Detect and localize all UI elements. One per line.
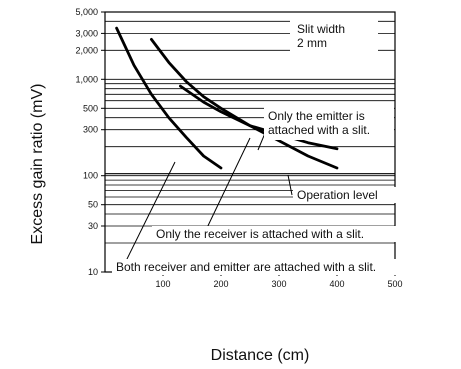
emitter-annotation: Only the emitter is attached with a slit… (264, 106, 394, 140)
tick-layer: 10 30 50 100 300 500 1,000 2,000 3,000 5,000 100 20… (75, 7, 402, 289)
leader-line (124, 161, 176, 264)
x-tick-label: 100 (155, 279, 170, 289)
both-annotation: Both receiver and emitter are attached w… (112, 259, 418, 275)
x-tick-label: 500 (387, 279, 402, 289)
y-tick-label: 3,000 (75, 28, 98, 38)
y-tick-label: 50 (88, 200, 98, 210)
operation-level-annotation: Operation level (293, 187, 403, 203)
operation-level-text: Operation level (297, 188, 378, 202)
emitter-line2: attached with a slit. (268, 123, 370, 137)
x-tick-label: 200 (213, 279, 228, 289)
slit-width-line1: Slit width (297, 22, 345, 36)
y-tick-label: 100 (83, 171, 98, 181)
both-text: Both receiver and emitter are attached w… (116, 260, 376, 274)
y-tick-label: 500 (83, 103, 98, 113)
receiver-text: Only the receiver is attached with a sli… (156, 227, 364, 241)
leader-line (204, 137, 251, 233)
y-tick-label: 5,000 (75, 7, 98, 17)
x-axis-label: Distance (cm) (211, 347, 310, 364)
y-tick-label: 2,000 (75, 45, 98, 55)
y-axis-label: Excess gain ratio (mV) (29, 84, 46, 245)
slit-width-line2: 2 mm (297, 36, 327, 50)
series-layer (115, 26, 339, 170)
series-line-2 (149, 38, 339, 170)
y-tick-label: 300 (83, 125, 98, 135)
y-tick-label: 1,000 (75, 74, 98, 84)
series-line-3 (178, 84, 339, 151)
leader-line (287, 174, 293, 196)
y-tick-label: 30 (88, 221, 98, 231)
x-tick-label: 400 (329, 279, 344, 289)
y-tick-label: 10 (88, 267, 98, 277)
x-tick-label: 300 (271, 279, 286, 289)
receiver-annotation: Only the receiver is attached with a sli… (152, 226, 408, 242)
emitter-line1: Only the emitter is (268, 109, 365, 123)
slit-width-annotation: Slit width 2 mm (290, 18, 378, 52)
series-line-1 (115, 26, 223, 170)
